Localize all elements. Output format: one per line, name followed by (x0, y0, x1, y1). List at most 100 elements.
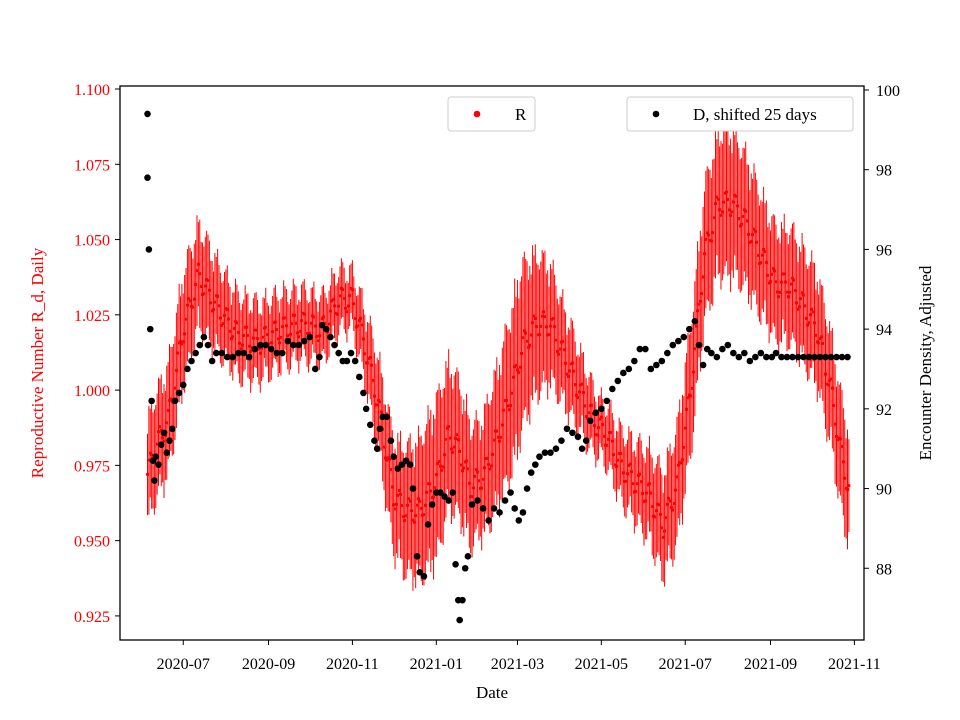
r-point (294, 321, 298, 325)
r-point (352, 302, 356, 306)
r-point (700, 292, 704, 296)
r-point (628, 462, 632, 466)
r-point (596, 425, 601, 430)
d-point (800, 353, 807, 361)
r-point (486, 462, 491, 467)
r-point (392, 503, 396, 507)
r-point (335, 312, 339, 316)
r-point (202, 291, 206, 296)
r-point (422, 513, 426, 517)
r-point (543, 314, 547, 319)
r-point (342, 296, 346, 301)
r-point (350, 288, 355, 292)
r-point (773, 269, 777, 273)
d-point (424, 521, 432, 528)
d-point (218, 349, 226, 357)
r-point (517, 370, 521, 375)
r-point (434, 473, 438, 477)
r-point (667, 496, 671, 500)
d-point (145, 246, 153, 253)
d-point (144, 174, 151, 181)
r-point (165, 421, 169, 425)
d-point (208, 357, 216, 365)
d-point (331, 341, 338, 349)
r-point (690, 386, 694, 391)
r-point (601, 422, 605, 427)
r-point (720, 210, 724, 214)
r-point (437, 459, 441, 464)
r-point (834, 434, 839, 439)
d-point (351, 357, 359, 365)
r-point (442, 453, 447, 457)
r-point (602, 434, 606, 438)
r-point (764, 260, 768, 264)
r-point (817, 341, 821, 345)
d-point (609, 385, 616, 393)
r-point (356, 324, 360, 328)
r-point (731, 200, 735, 204)
d-point (527, 469, 535, 476)
d-point (699, 361, 707, 369)
d-point (686, 325, 693, 333)
legend-r: R (447, 96, 536, 132)
d-point (376, 425, 384, 433)
r-point (524, 331, 528, 335)
r-point (683, 426, 687, 430)
r-point (162, 439, 166, 443)
r-point (203, 284, 207, 288)
r-point (304, 321, 308, 325)
d-point (179, 381, 187, 389)
r-point (181, 340, 185, 344)
d-point (373, 445, 381, 452)
r-point (537, 333, 542, 337)
r-point (401, 514, 405, 519)
d-point (587, 417, 594, 425)
legend-r-marker (473, 110, 481, 118)
r-point (541, 310, 546, 314)
r-point (689, 394, 693, 398)
r-point (161, 436, 165, 440)
r-point (236, 330, 240, 335)
r-point (752, 227, 756, 231)
r-point (719, 213, 723, 217)
r-point (363, 352, 367, 356)
r-point (239, 347, 243, 351)
d-point (763, 353, 770, 361)
r-point (730, 210, 734, 214)
r-point (444, 437, 448, 441)
d-point (371, 437, 378, 445)
r-point (222, 313, 227, 318)
r-point (173, 386, 177, 390)
r-point (624, 479, 628, 483)
d-point (452, 560, 459, 568)
r-point (829, 377, 833, 381)
r-point (371, 378, 375, 383)
r-point (231, 334, 235, 339)
r-point (573, 383, 577, 387)
r-point (397, 488, 401, 493)
d-point (719, 345, 726, 353)
r-point (638, 472, 642, 476)
d-point (322, 325, 330, 333)
d-point (844, 353, 851, 361)
r-point (779, 280, 784, 284)
d-point (437, 489, 444, 496)
y-left-tick-label: 0.925 (74, 609, 110, 626)
r-point (360, 323, 364, 327)
r-point (495, 429, 499, 433)
r-point (408, 499, 412, 503)
r-point (293, 313, 297, 317)
d-point (327, 333, 334, 341)
r-point (718, 208, 722, 212)
r-point (359, 316, 363, 320)
r-point (510, 391, 514, 395)
r-point (821, 341, 825, 346)
d-point (563, 425, 571, 433)
r-point (216, 294, 220, 298)
r-point (312, 315, 316, 319)
r-point (583, 404, 587, 408)
r-point (595, 433, 599, 437)
r-point (440, 468, 444, 472)
r-point (275, 327, 279, 332)
r-point (737, 216, 741, 221)
